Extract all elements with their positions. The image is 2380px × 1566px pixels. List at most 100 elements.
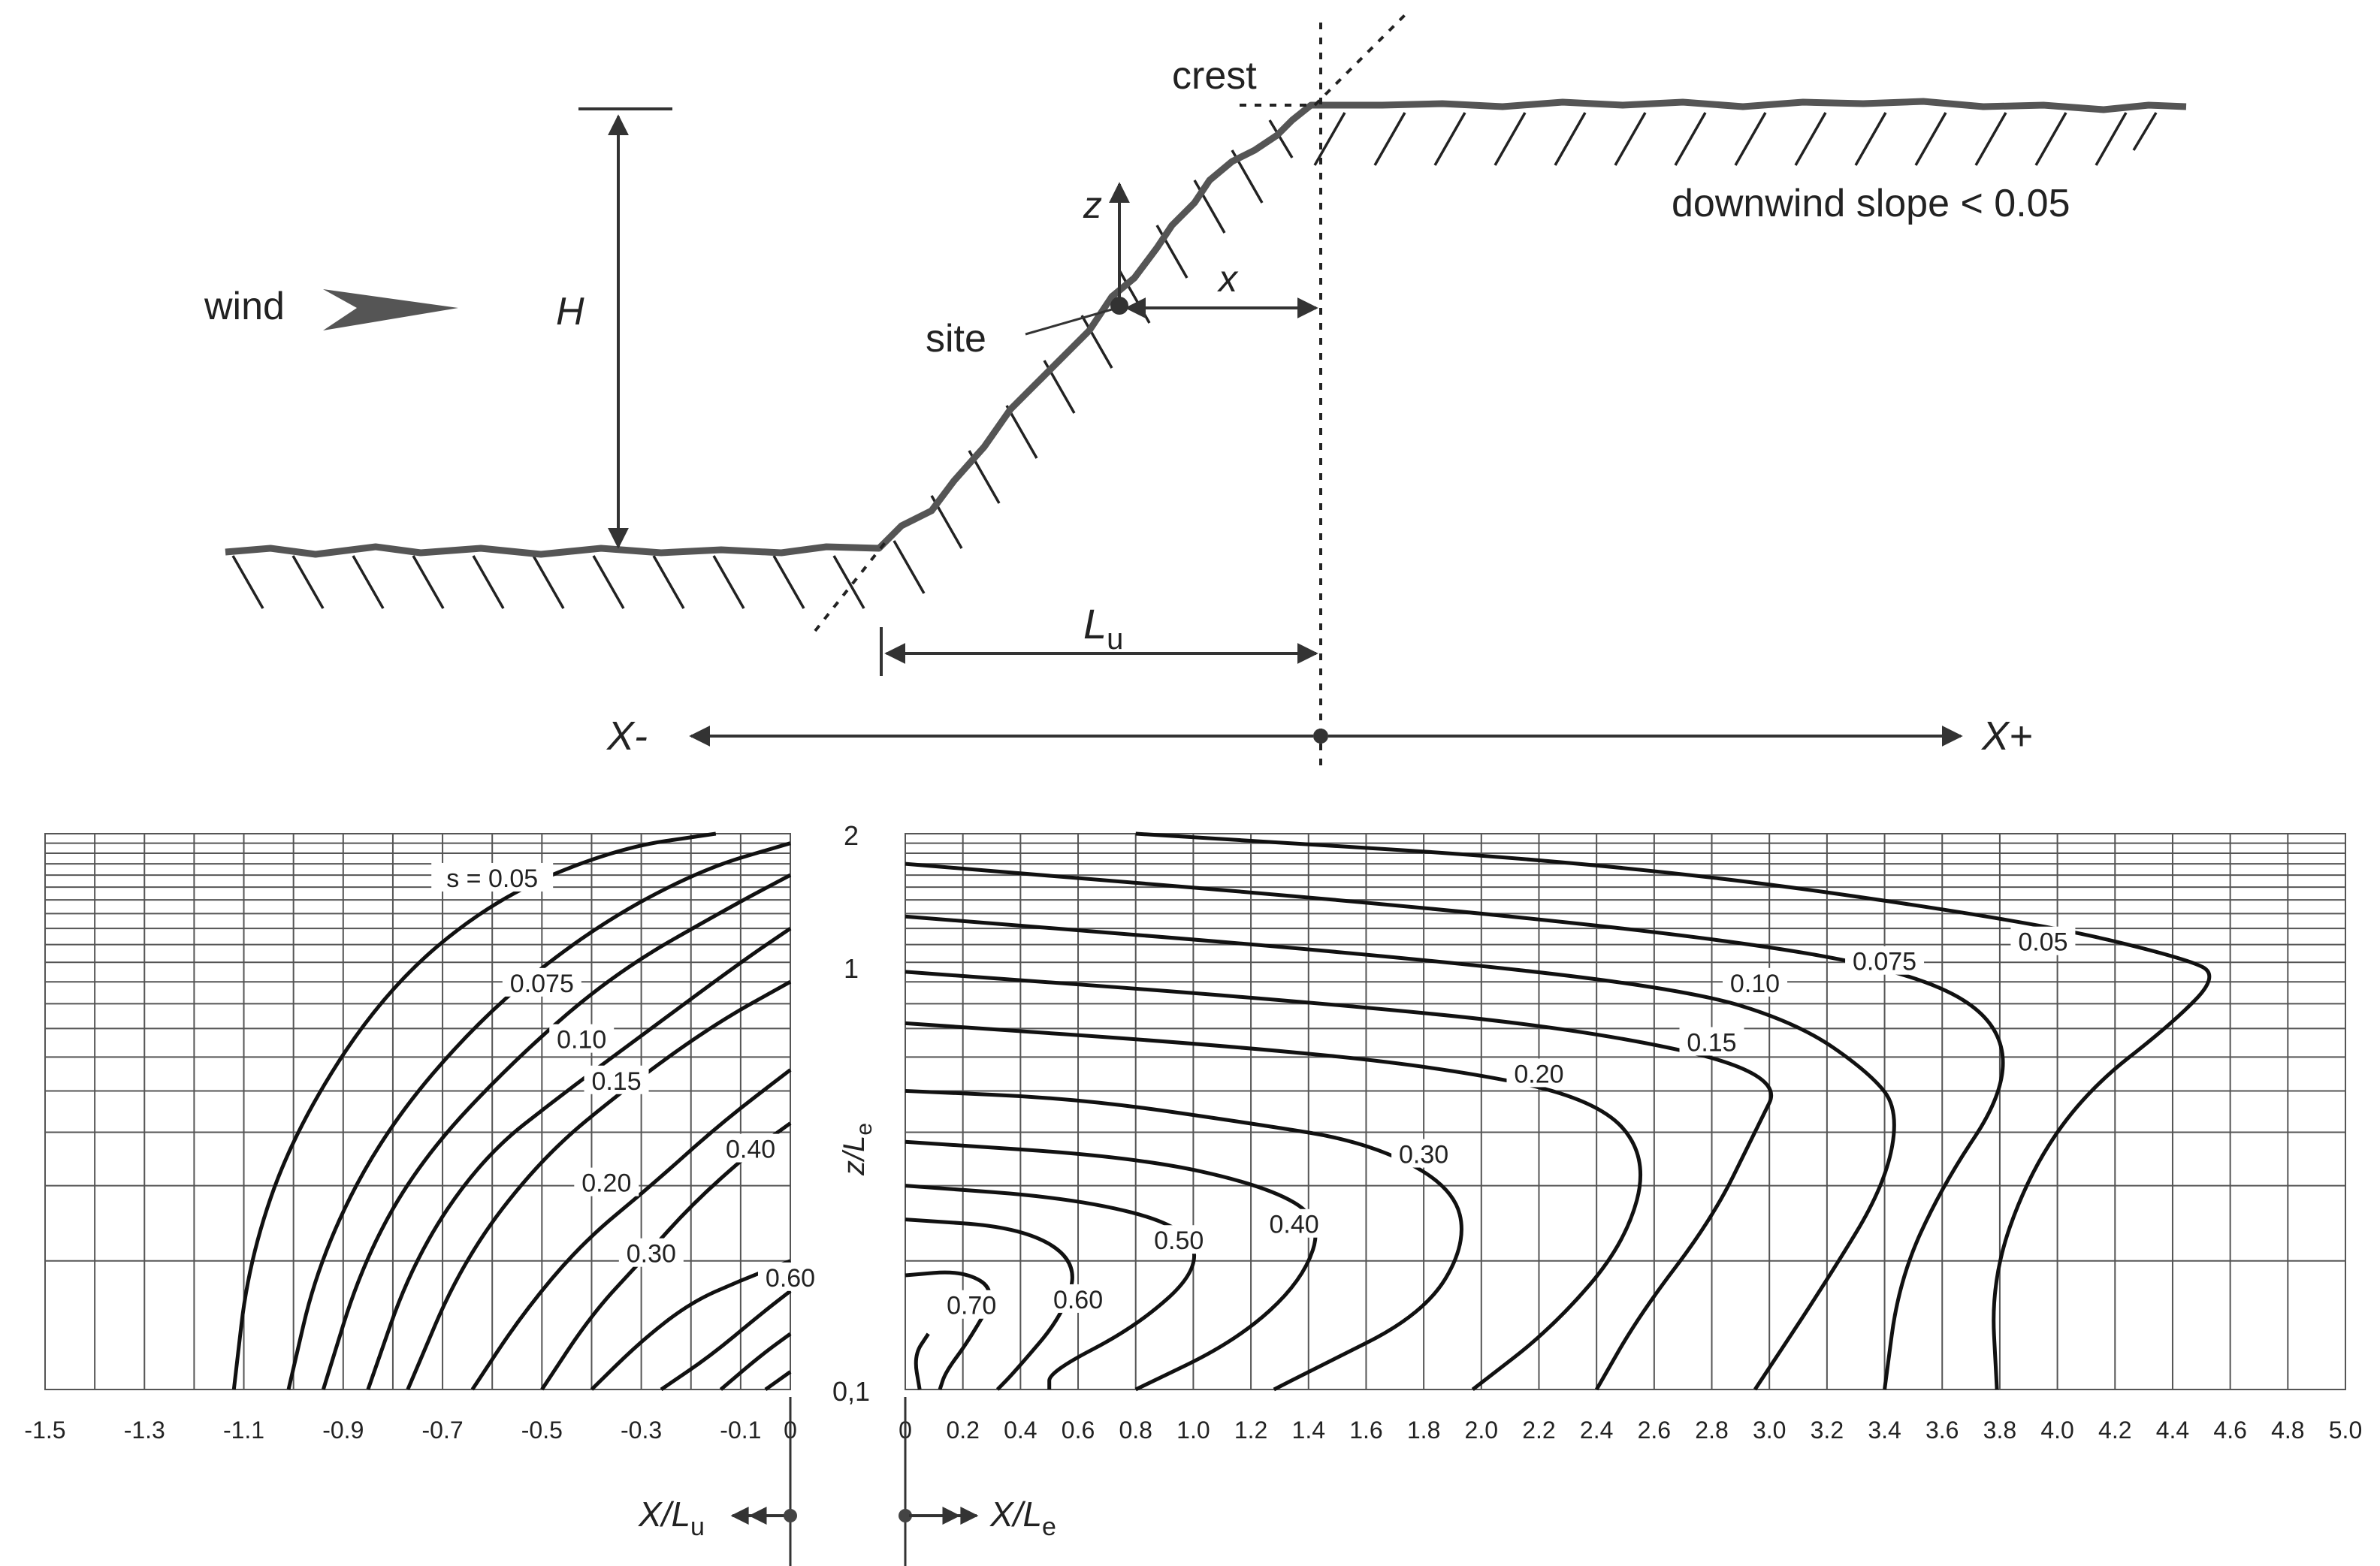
x-tick-label: 2.8 bbox=[1695, 1417, 1728, 1444]
contour-label-bg bbox=[1723, 967, 1788, 997]
contour-label-bg bbox=[1391, 1139, 1457, 1168]
upwind-contour-chart: s = 0.05 0.075 0.10 0.15 0.20 0.30 0.40 0.60 -1… bbox=[24, 831, 823, 1444]
downwind-x-tick-labels: 00.20.40.60.81.01.21.41.61.82.02.22.42.6… bbox=[899, 1417, 2362, 1444]
x-tick-label: 2.0 bbox=[1465, 1417, 1498, 1444]
x-axis-label-left: X/Lu bbox=[638, 1495, 705, 1541]
contour-line bbox=[905, 1139, 1318, 1392]
ground-hatching bbox=[231, 112, 2158, 609]
contour-label: 0.60 bbox=[766, 1264, 815, 1293]
contour-label-bg bbox=[718, 1133, 784, 1163]
contour-label: 0.10 bbox=[557, 1026, 606, 1055]
x-tick-label: 2.6 bbox=[1638, 1417, 1671, 1444]
x-tick-label: 3.6 bbox=[1925, 1417, 1959, 1444]
x-tick-label: 1.6 bbox=[1349, 1417, 1382, 1444]
contour-label-bg bbox=[1146, 1225, 1212, 1254]
contour-label: 0.10 bbox=[1730, 970, 1780, 998]
x-tick-label: 1.8 bbox=[1407, 1417, 1440, 1444]
contour-line bbox=[366, 927, 792, 1390]
contour-label: 0.15 bbox=[1687, 1028, 1736, 1057]
x-axis-label-right-main: X/L bbox=[989, 1495, 1042, 1534]
contour-line bbox=[231, 831, 717, 1390]
x-tick-label: 0.8 bbox=[1119, 1417, 1152, 1444]
X-plus-label: X+ bbox=[1980, 714, 2033, 759]
contour-label: 0.30 bbox=[627, 1240, 676, 1269]
x-tick-label: -1.1 bbox=[223, 1417, 264, 1444]
x-label: x bbox=[1217, 258, 1239, 300]
left-direction-dot bbox=[784, 1509, 797, 1522]
contour-label-bg bbox=[584, 1065, 649, 1094]
contour-line bbox=[914, 1332, 930, 1390]
contour-label: 0.70 bbox=[947, 1292, 996, 1320]
right-direction-dot bbox=[899, 1509, 912, 1522]
Lu-label-main: L bbox=[1083, 600, 1107, 647]
X-origin-dot bbox=[1313, 729, 1328, 744]
contour-line bbox=[905, 1088, 1463, 1392]
x-tick-label: 3.4 bbox=[1868, 1417, 1901, 1444]
x-tick-label: 0.4 bbox=[1004, 1417, 1037, 1444]
ground-profile bbox=[225, 98, 2187, 558]
x-tick-label: 5.0 bbox=[2329, 1417, 2362, 1444]
contour-label: 0.05 bbox=[2018, 928, 2067, 957]
y-tick-labels: 2 1 0,1 bbox=[832, 820, 870, 1407]
site-leader-line bbox=[1025, 308, 1113, 336]
x-tick-label: -0.3 bbox=[621, 1417, 662, 1444]
contour-label: 0.20 bbox=[1514, 1060, 1563, 1088]
Lu-label: Lu bbox=[1083, 600, 1123, 656]
y-axis-label: z/Le bbox=[838, 1123, 877, 1176]
y-axis-label-main: z/L bbox=[838, 1136, 871, 1176]
x-tick-label: -0.5 bbox=[521, 1417, 563, 1444]
contour-label: 0.50 bbox=[1154, 1227, 1204, 1255]
x-axis-direction-left: X/Lu bbox=[638, 1397, 797, 1566]
contour-line bbox=[905, 970, 1773, 1391]
x-tick-label: -0.9 bbox=[322, 1417, 364, 1444]
x-tick-label: 4.8 bbox=[2271, 1417, 2304, 1444]
escarpment-diagram: H wind crest downwind slope < 0.05 z x s… bbox=[204, 14, 2187, 766]
contour-label: 0.075 bbox=[1853, 948, 1916, 976]
x-tick-label: 3.0 bbox=[1753, 1417, 1786, 1444]
H-label: H bbox=[556, 290, 584, 333]
contour-line bbox=[660, 1289, 792, 1392]
contour-line bbox=[719, 1332, 792, 1391]
upwind-contour-labels: s = 0.05 0.075 0.10 0.15 0.20 0.30 0.40 0.60 bbox=[431, 862, 823, 1293]
x-axis-direction-right: X/Le bbox=[899, 1397, 1056, 1566]
crest-label: crest bbox=[1172, 54, 1257, 98]
X-minus-label: X- bbox=[606, 714, 648, 759]
x-tick-label: 2.4 bbox=[1580, 1417, 1613, 1444]
contour-label-bg bbox=[549, 1024, 615, 1053]
contour-line bbox=[590, 1259, 791, 1391]
contour-label-bg bbox=[618, 1238, 684, 1267]
downwind-slope-label: downwind slope < 0.05 bbox=[1672, 182, 2070, 225]
contour-label-bg bbox=[758, 1262, 823, 1291]
site-marker bbox=[1110, 297, 1128, 315]
contour-line bbox=[905, 1217, 1074, 1391]
downwind-contour-labels: 0.05 0.075 0.10 0.15 0.20 0.30 0.40 0.50 0.60 0.7… bbox=[939, 926, 2076, 1320]
z-label: z bbox=[1083, 184, 1102, 226]
upwind-grid bbox=[44, 833, 791, 1390]
x-tick-label: -0.1 bbox=[720, 1417, 761, 1444]
contour-label-bg bbox=[2010, 926, 2076, 955]
Lu-label-sub: u bbox=[1107, 623, 1123, 656]
contour-line bbox=[1135, 831, 2212, 1390]
downwind-contour-chart: 0.05 0.075 0.10 0.15 0.20 0.30 0.40 0.50 0.60 0.7… bbox=[899, 831, 2362, 1444]
contour-label-bg bbox=[939, 1290, 1004, 1319]
x-axis-label-left-sub: u bbox=[690, 1513, 705, 1541]
contour-label-bg bbox=[431, 862, 554, 892]
contour-label: 0.40 bbox=[726, 1136, 775, 1164]
contour-label: s = 0.05 bbox=[446, 864, 538, 893]
contour-label: 0.30 bbox=[1399, 1141, 1448, 1169]
downwind-grid bbox=[905, 833, 2346, 1390]
x-tick-label: 3.2 bbox=[1811, 1417, 1844, 1444]
contour-label-bg bbox=[1679, 1027, 1744, 1056]
x-tick-label: 4.2 bbox=[2098, 1417, 2131, 1444]
contour-line bbox=[470, 1068, 792, 1391]
contour-line bbox=[286, 841, 791, 1390]
x-tick-label: -1.3 bbox=[124, 1417, 165, 1444]
contour-label-bg bbox=[1506, 1058, 1572, 1088]
contour-label: 0.075 bbox=[510, 970, 574, 998]
x-tick-label: -0.7 bbox=[421, 1417, 463, 1444]
plot-frame bbox=[905, 833, 2346, 1390]
y-tick-label: 1 bbox=[844, 953, 859, 984]
x-tick-label: 4.0 bbox=[2040, 1417, 2073, 1444]
slope-extension-line bbox=[814, 14, 1406, 632]
